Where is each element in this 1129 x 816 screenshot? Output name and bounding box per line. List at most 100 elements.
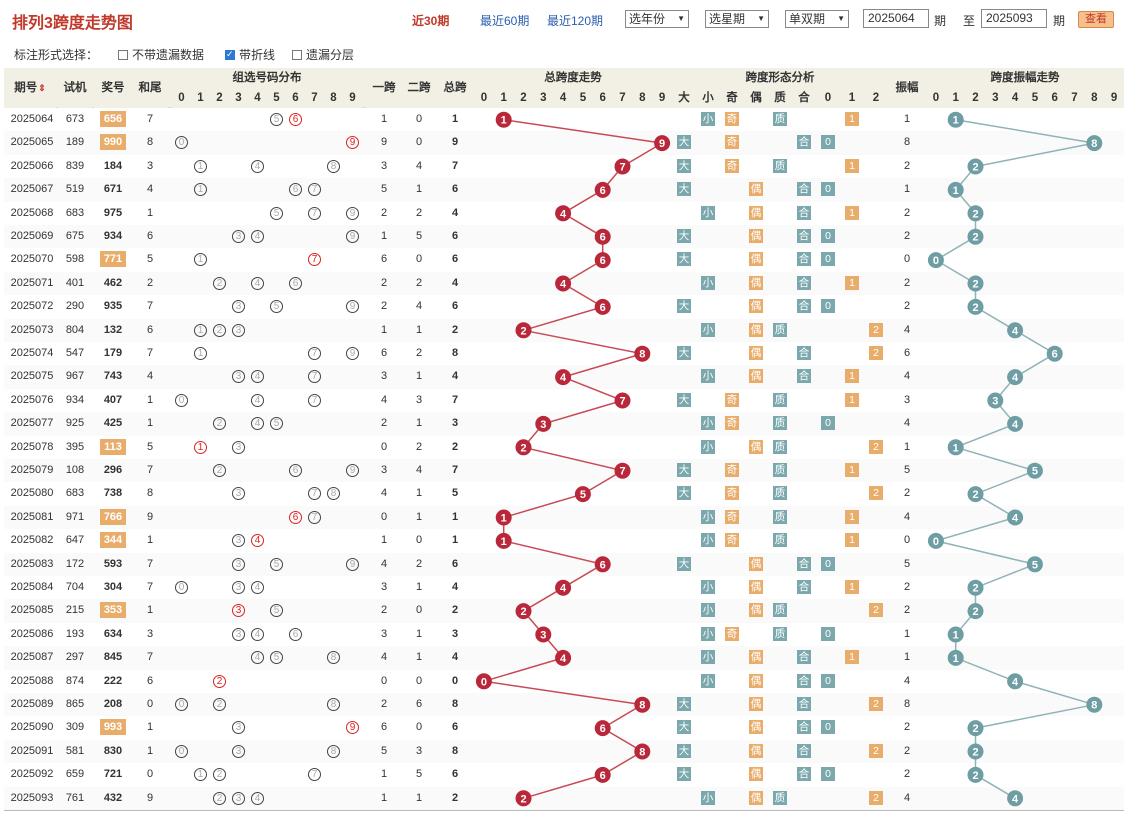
test-number-cell: 659 <box>65 768 85 781</box>
dist-cell: 2 <box>210 693 229 716</box>
issue-cell: 2025085 <box>10 604 54 617</box>
span-ball-label: 9 <box>659 138 665 150</box>
option-layered[interactable]: 遗漏分层 <box>292 46 354 63</box>
award-number: 113 <box>100 438 126 455</box>
form-cell: 质 <box>768 436 792 459</box>
award-number-cell: 634 <box>94 623 132 646</box>
span-ball <box>594 298 611 315</box>
to-issue-input[interactable]: 2025093 <box>981 9 1047 28</box>
test-number-cell: 297 <box>65 651 85 664</box>
drawn-digit-marker: 1 <box>194 768 207 782</box>
dist-digit-header: 3 <box>229 88 248 108</box>
dist-cell: 0 <box>172 693 191 716</box>
form-cell: 合 <box>792 295 816 318</box>
span2-cell: 1 <box>415 183 423 196</box>
amp-cell: 2 <box>903 744 911 757</box>
form-cell: 大 <box>672 155 696 178</box>
form-cell: 合 <box>792 131 816 154</box>
amp-ball-label: 2 <box>972 232 978 244</box>
parity-select[interactable]: 单双期 ▼ <box>785 10 849 28</box>
form-col-header: 0 <box>816 88 840 108</box>
from-issue-input[interactable]: 2025064 <box>863 9 929 28</box>
sort-icon[interactable]: ⇕ <box>38 83 46 93</box>
span-total-cell: 3 <box>451 627 459 640</box>
amp-ball <box>1007 790 1024 807</box>
drawn-digit-marker: 3 <box>232 791 245 805</box>
form-tag: 奇 <box>725 463 739 477</box>
award-number: 743 <box>103 370 123 383</box>
span2-cell: 1 <box>415 651 423 664</box>
amp-ball <box>1007 673 1024 690</box>
form-cell: 小 <box>696 576 720 599</box>
amp-cell: 2 <box>903 604 911 617</box>
weekday-select[interactable]: 选星期 ▼ <box>705 10 769 28</box>
form-cell: 大 <box>672 763 696 786</box>
drawn-digit-marker: 6 <box>289 113 302 126</box>
dist-cell: 4 <box>248 155 267 178</box>
period-30-link[interactable]: 近30期 <box>412 14 450 28</box>
span-total-cell: 1 <box>451 113 459 125</box>
period-120-link[interactable]: 最近120期 <box>547 14 604 28</box>
issue-cell: 2025077 <box>10 417 54 430</box>
award-number: 208 <box>103 698 123 710</box>
period-60-link[interactable]: 最近60期 <box>480 14 530 28</box>
dist-cell: 2 <box>210 787 229 810</box>
amp-digit-header: 2 <box>965 88 986 108</box>
form-tag: 1 <box>845 509 859 524</box>
form-tag: 奇 <box>725 509 739 524</box>
amp-ball <box>1007 322 1024 339</box>
amp-ball-label: 4 <box>1012 419 1019 431</box>
span-ball-label: 5 <box>580 489 586 501</box>
form-cell: 奇 <box>720 155 744 178</box>
form-cell: 合 <box>792 763 816 786</box>
drawn-digit-marker: 3 <box>232 323 245 337</box>
checkbox-no-miss[interactable] <box>118 49 128 60</box>
award-number-cell: 208 <box>94 693 132 716</box>
dist-cell: 3 <box>229 529 248 552</box>
drawn-digit-marker: 4 <box>251 417 264 431</box>
form-cell: 小 <box>696 787 720 810</box>
sum-tail-cell: 4 <box>146 370 154 383</box>
trend-digit-header: 9 <box>652 88 672 108</box>
span-total-cell: 8 <box>451 698 459 710</box>
test-number-cell: 839 <box>65 159 85 172</box>
issue-cell: 2025073 <box>10 323 54 336</box>
option-no-miss[interactable]: 不带遗漏数据 <box>118 46 204 63</box>
issue-cell: 2025081 <box>10 510 54 523</box>
sum-tail-cell: 1 <box>146 393 154 406</box>
option-polyline[interactable]: 带折线 <box>225 46 275 63</box>
form-tag: 偶 <box>749 182 763 197</box>
drawn-digit-marker: 4 <box>251 230 264 243</box>
amp-digit-header: 4 <box>1005 88 1025 108</box>
checkbox-polyline[interactable] <box>225 49 235 60</box>
span-ball <box>614 392 631 409</box>
view-button[interactable]: 查看 <box>1078 11 1114 28</box>
year-select[interactable]: 选年份 ▼ <box>625 10 689 28</box>
checkbox-layered[interactable] <box>292 49 302 60</box>
amp-ball <box>967 205 984 222</box>
dist-cell: 1 <box>191 248 210 271</box>
span-ball <box>594 556 611 573</box>
amp-cell: 2 <box>903 581 911 593</box>
award-number-cell: 671 <box>94 178 132 201</box>
sum-tail-cell: 7 <box>146 651 154 664</box>
span2-cell: 3 <box>415 744 423 757</box>
form-tag: 小 <box>701 275 715 290</box>
form-cell: 2 <box>864 787 888 810</box>
form-cell: 大 <box>672 740 696 763</box>
issue-header[interactable]: 期号⇕ <box>4 68 56 108</box>
form-cell: 2 <box>864 599 888 622</box>
award-number-cell: 935 <box>94 295 132 318</box>
form-tag: 2 <box>869 346 883 360</box>
page-title: 排列3跨度走势图 <box>12 15 133 32</box>
span-total-cell: 7 <box>451 464 459 476</box>
span1-cell: 3 <box>380 464 388 476</box>
span-total-cell: 6 <box>451 183 459 196</box>
form-cell: 小 <box>696 529 720 552</box>
span-total-cell: 4 <box>451 370 459 383</box>
amp-ball <box>947 181 964 198</box>
form-cell: 2 <box>864 482 888 505</box>
span2-cell: 1 <box>415 417 423 430</box>
form-tag: 小 <box>701 439 715 454</box>
form-tag: 小 <box>701 650 715 665</box>
